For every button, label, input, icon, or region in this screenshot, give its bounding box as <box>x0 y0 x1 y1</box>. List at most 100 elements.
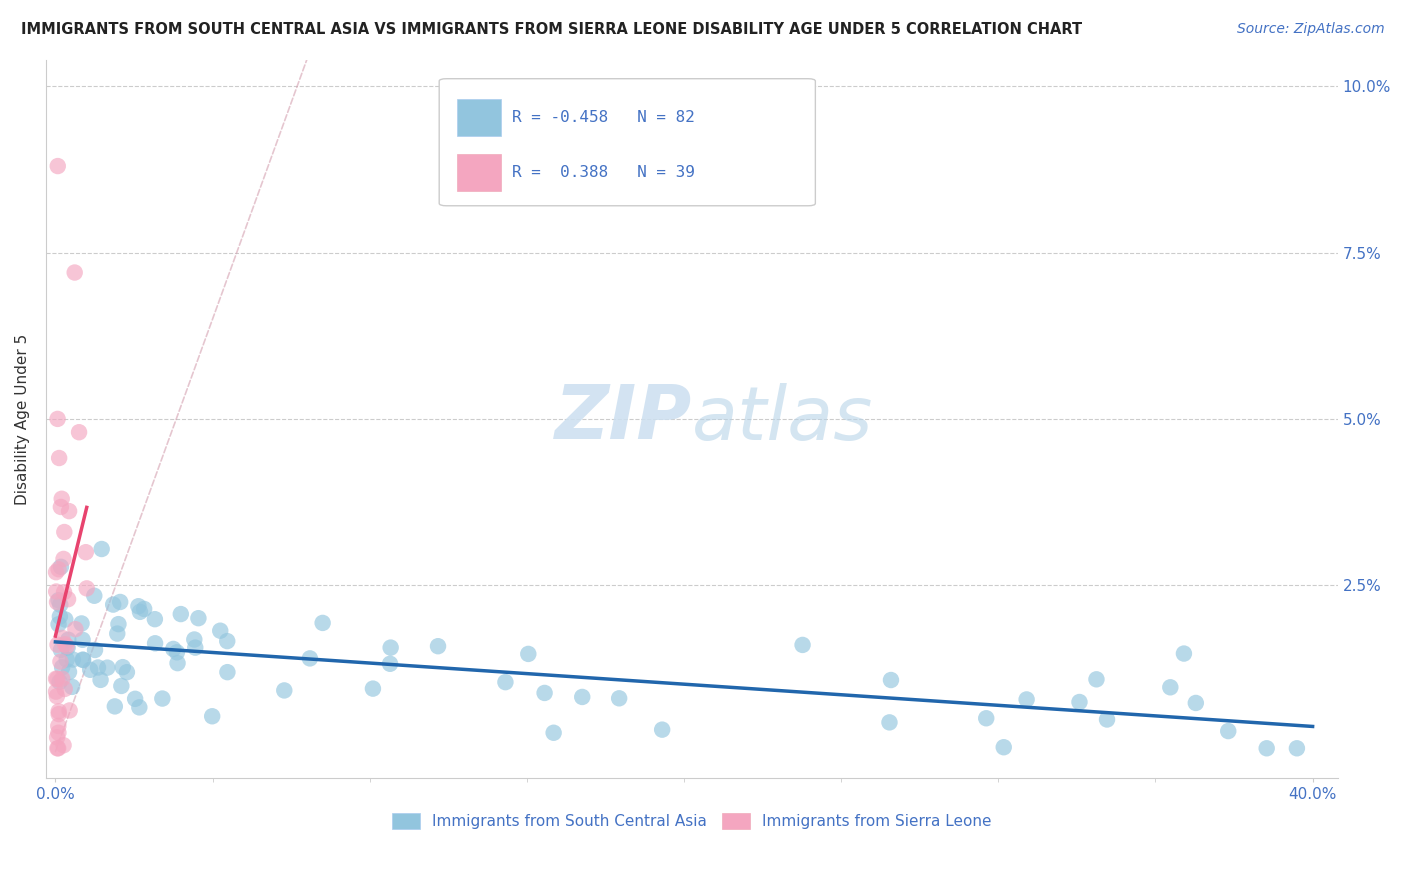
Point <box>65 622 87 636</box>
Point <box>46 719 69 733</box>
Point <box>72 632 94 647</box>
Point <box>1285 741 1308 756</box>
Point <box>134 602 156 616</box>
Point <box>51 672 73 686</box>
Point <box>427 639 450 653</box>
Point <box>46 672 69 686</box>
Point <box>533 686 555 700</box>
Point <box>298 651 321 665</box>
Point <box>183 632 205 647</box>
Point <box>217 665 239 680</box>
Point <box>108 595 131 609</box>
Point <box>217 634 239 648</box>
Point <box>63 266 86 280</box>
Point <box>83 589 105 603</box>
Point <box>79 663 101 677</box>
Point <box>143 636 166 650</box>
Point <box>49 500 72 514</box>
Point <box>51 660 73 674</box>
Point <box>209 624 232 638</box>
Point <box>70 616 93 631</box>
Point <box>67 425 90 440</box>
Point <box>378 657 401 671</box>
Point <box>72 652 94 666</box>
Point <box>517 647 540 661</box>
Text: Source: ZipAtlas.com: Source: ZipAtlas.com <box>1237 22 1385 37</box>
Point <box>84 643 107 657</box>
Point <box>1069 695 1091 709</box>
Point <box>55 640 77 654</box>
Point <box>46 741 69 756</box>
Point <box>543 725 565 739</box>
Point <box>115 665 138 680</box>
Point <box>105 626 128 640</box>
Point <box>58 632 80 647</box>
Point <box>52 552 75 566</box>
Point <box>607 691 630 706</box>
Point <box>49 643 72 657</box>
Point <box>1159 681 1181 695</box>
Point <box>45 565 67 579</box>
Point <box>48 593 70 607</box>
Text: IMMIGRANTS FROM SOUTH CENTRAL ASIA VS IMMIGRANTS FROM SIERRA LEONE DISABILITY AG: IMMIGRANTS FROM SOUTH CENTRAL ASIA VS IM… <box>21 22 1083 37</box>
Point <box>53 637 76 651</box>
Point <box>51 491 73 506</box>
Point <box>59 703 82 717</box>
Point <box>166 656 188 670</box>
Point <box>46 159 69 173</box>
Point <box>46 595 69 609</box>
Point <box>792 638 814 652</box>
Point <box>170 607 193 621</box>
Point <box>1173 647 1195 661</box>
Point <box>127 599 149 614</box>
Point <box>651 723 673 737</box>
Point <box>45 584 67 599</box>
Point <box>311 615 333 630</box>
Point <box>76 582 98 596</box>
Point <box>45 684 67 698</box>
Point <box>129 605 152 619</box>
Point <box>110 679 132 693</box>
Point <box>361 681 384 696</box>
Point <box>380 640 402 655</box>
Point <box>46 638 69 652</box>
Point <box>143 612 166 626</box>
Point <box>53 524 76 539</box>
Point <box>90 673 112 687</box>
Point <box>56 640 79 655</box>
Point <box>49 598 72 612</box>
Y-axis label: Disability Age Under 5: Disability Age Under 5 <box>15 334 30 505</box>
Point <box>48 707 70 722</box>
Point <box>571 690 593 704</box>
Point <box>46 741 69 756</box>
Point <box>879 715 901 730</box>
Point <box>58 504 80 518</box>
Point <box>184 640 207 655</box>
Point <box>1185 696 1208 710</box>
Point <box>494 675 516 690</box>
Text: ZIP: ZIP <box>554 383 692 456</box>
Point <box>56 592 79 607</box>
Point <box>90 541 112 556</box>
Point <box>46 731 69 745</box>
Point <box>48 562 70 576</box>
Point <box>72 653 94 667</box>
Point <box>273 683 295 698</box>
Point <box>45 672 67 686</box>
Point <box>58 665 80 679</box>
Point <box>48 725 70 739</box>
Point <box>1256 741 1278 756</box>
Point <box>1085 673 1108 687</box>
Point <box>201 709 224 723</box>
Point <box>111 660 134 674</box>
Point <box>53 585 76 599</box>
Point <box>46 412 69 426</box>
Point <box>880 673 903 687</box>
Point <box>75 545 97 559</box>
Point <box>49 655 72 669</box>
Legend: Immigrants from South Central Asia, Immigrants from Sierra Leone: Immigrants from South Central Asia, Immi… <box>387 807 997 835</box>
Point <box>52 738 75 752</box>
Point <box>166 645 188 659</box>
Point <box>1015 692 1038 706</box>
Text: atlas: atlas <box>692 383 873 455</box>
